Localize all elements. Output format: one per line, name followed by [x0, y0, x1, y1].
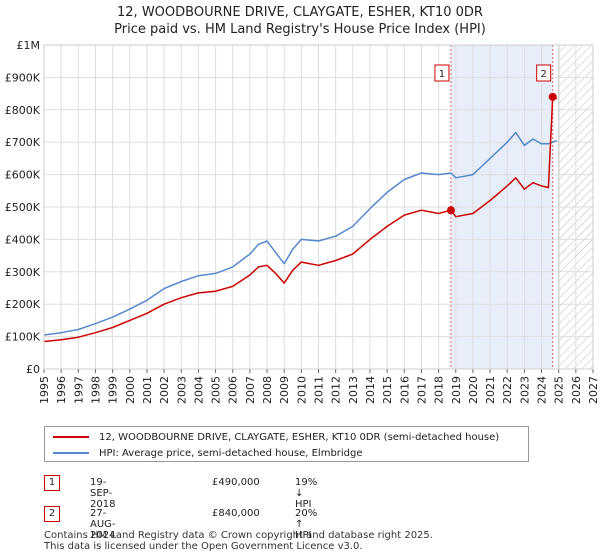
transaction-hpi-diff: 20% ↑ HPI — [295, 508, 318, 541]
x-tick-label: 2021 — [484, 376, 497, 404]
x-tick-label: 2027 — [587, 376, 600, 404]
x-tick-label: 2013 — [347, 376, 360, 404]
x-tick-label: 2003 — [175, 376, 188, 404]
x-tick-label: 2007 — [244, 376, 257, 404]
legend-label-property: 12, WOODBOURNE DRIVE, CLAYGATE, ESHER, K… — [99, 431, 500, 443]
transaction-price: £840,000 — [212, 508, 260, 519]
plot-frame — [43, 44, 594, 370]
x-tick-label: 1997 — [72, 376, 85, 404]
x-tick-label: 2020 — [467, 376, 480, 404]
chart-title: 12, WOODBOURNE DRIVE, CLAYGATE, ESHER, K… — [0, 4, 600, 38]
transaction-number-badge: 1 — [44, 475, 60, 491]
x-tick-label: 2002 — [158, 376, 171, 404]
x-tick-label: 2024 — [536, 376, 549, 404]
x-tick-label: 2006 — [227, 376, 240, 404]
legend: 12, WOODBOURNE DRIVE, CLAYGATE, ESHER, K… — [44, 426, 529, 462]
x-tick-label: 2012 — [330, 376, 343, 404]
x-tick-label: 2019 — [450, 376, 463, 404]
x-tick-label: 1998 — [89, 376, 102, 404]
sale-number-box — [434, 64, 450, 82]
x-tick-label: 2000 — [124, 376, 137, 404]
x-tick-label: 2017 — [415, 376, 428, 404]
footer-line-1: Contains HM Land Registry data © Crown c… — [44, 530, 433, 541]
x-tick-label: 1999 — [107, 376, 120, 404]
x-tick-label: 2015 — [381, 376, 394, 404]
price-chart: 1 2 £0 £100K £200K £300K £400K £500K £600K £700K… — [5, 39, 600, 404]
transaction-price: £490,000 — [212, 477, 260, 488]
legend-swatch-property — [53, 436, 89, 438]
transaction-hpi-diff: 19% ↓ HPI — [295, 477, 318, 510]
sale-number-label: 1 — [439, 69, 445, 80]
legend-item-hpi: HPI: Average price, semi-detached house,… — [53, 445, 363, 461]
x-tick-label: 2005 — [210, 376, 223, 404]
y-tick-label: £300K — [5, 266, 41, 279]
property-series-line — [44, 96, 558, 343]
x-tick-label: 1996 — [55, 376, 68, 404]
legend-label-hpi: HPI: Average price, semi-detached house,… — [99, 447, 363, 459]
x-tick-label: 1995 — [38, 376, 51, 404]
hpi-series-line — [44, 131, 558, 336]
transaction-date: 27-AUG-2024 — [90, 508, 116, 541]
y-tick-label: £900K — [5, 71, 41, 84]
sale-point — [446, 206, 455, 215]
sale-point — [548, 92, 557, 101]
x-tick-label: 2008 — [261, 376, 274, 404]
y-tick-label: £700K — [5, 136, 41, 149]
x-tick-label: 2022 — [501, 376, 514, 404]
x-tick-label: 2004 — [192, 376, 205, 404]
y-tick-label: £100K — [5, 331, 41, 344]
x-tick-label: 2014 — [364, 376, 377, 404]
y-tick-label: £400K — [5, 233, 41, 246]
x-tick-label: 2009 — [278, 376, 291, 404]
x-tick-label: 2010 — [295, 376, 308, 404]
x-tick-label: 2018 — [433, 376, 446, 404]
footer-note: Contains HM Land Registry data © Crown c… — [44, 530, 433, 552]
y-tick-label: £1M — [17, 39, 41, 52]
x-tick-label: 2026 — [570, 376, 583, 404]
transaction-date: 19-SEP-2018 — [90, 477, 116, 510]
title-line-2: Price paid vs. HM Land Registry's House … — [114, 22, 486, 37]
x-tick-label: 2001 — [141, 376, 154, 404]
y-tick-label: £0 — [26, 363, 40, 376]
x-tick-label: 2016 — [398, 376, 411, 404]
y-tick-label: £200K — [5, 298, 41, 311]
y-tick-label: £800K — [5, 104, 41, 117]
sale-number-box — [536, 64, 552, 82]
x-tick-label: 2025 — [553, 376, 566, 404]
sale-number-label: 2 — [540, 69, 546, 80]
legend-item-property: 12, WOODBOURNE DRIVE, CLAYGATE, ESHER, K… — [53, 429, 499, 445]
transaction-number-badge: 2 — [44, 506, 60, 522]
title-line-1: 12, WOODBOURNE DRIVE, CLAYGATE, ESHER, K… — [117, 5, 483, 20]
x-tick-label: 2011 — [313, 376, 326, 404]
footer-line-2: This data is licensed under the Open Gov… — [44, 541, 363, 552]
y-tick-label: £600K — [5, 169, 41, 182]
legend-swatch-hpi — [53, 452, 89, 454]
y-tick-label: £500K — [5, 201, 41, 214]
x-tick-label: 2023 — [518, 376, 531, 404]
